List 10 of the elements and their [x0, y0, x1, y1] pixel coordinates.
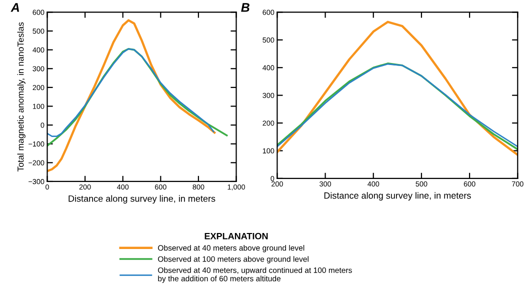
line-series [47, 19, 216, 172]
y-axis-title: Total magnetic anomaly, in nanoTeslas [17, 22, 26, 172]
chart-title: A [10, 3, 20, 12]
line-series [47, 48, 228, 147]
line-series [47, 48, 214, 138]
chart-title: B [241, 3, 250, 12]
legend-title: EXPLANATION [204, 232, 268, 240]
x-axis-title: Distance along survey line, in meters [324, 192, 471, 201]
x-axis-title: Distance along survey line, in meters [68, 195, 216, 204]
line-series [277, 20, 518, 156]
